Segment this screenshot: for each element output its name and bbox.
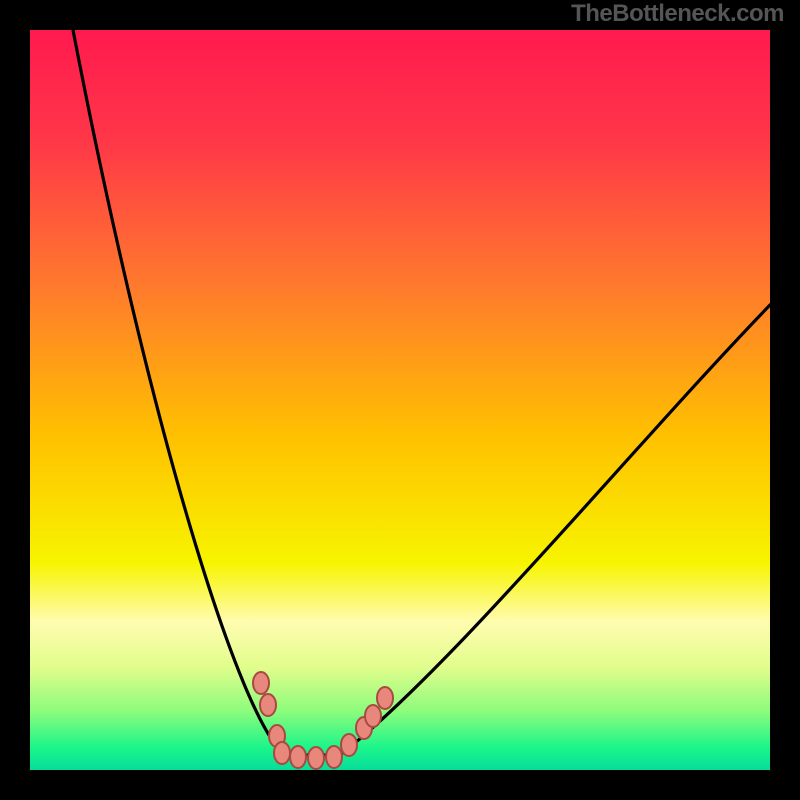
data-marker [365,705,381,727]
data-marker [260,694,276,716]
chart-frame: TheBottleneck.com [0,0,800,800]
data-marker [326,746,342,768]
plot-area [30,30,770,770]
data-marker [290,746,306,768]
data-marker [377,687,393,709]
gradient-background [30,30,770,770]
data-marker [253,672,269,694]
data-marker [341,734,357,756]
bottleneck-chart [30,30,770,770]
data-marker [274,742,290,764]
watermark-text: TheBottleneck.com [571,0,784,28]
data-marker [308,747,324,769]
